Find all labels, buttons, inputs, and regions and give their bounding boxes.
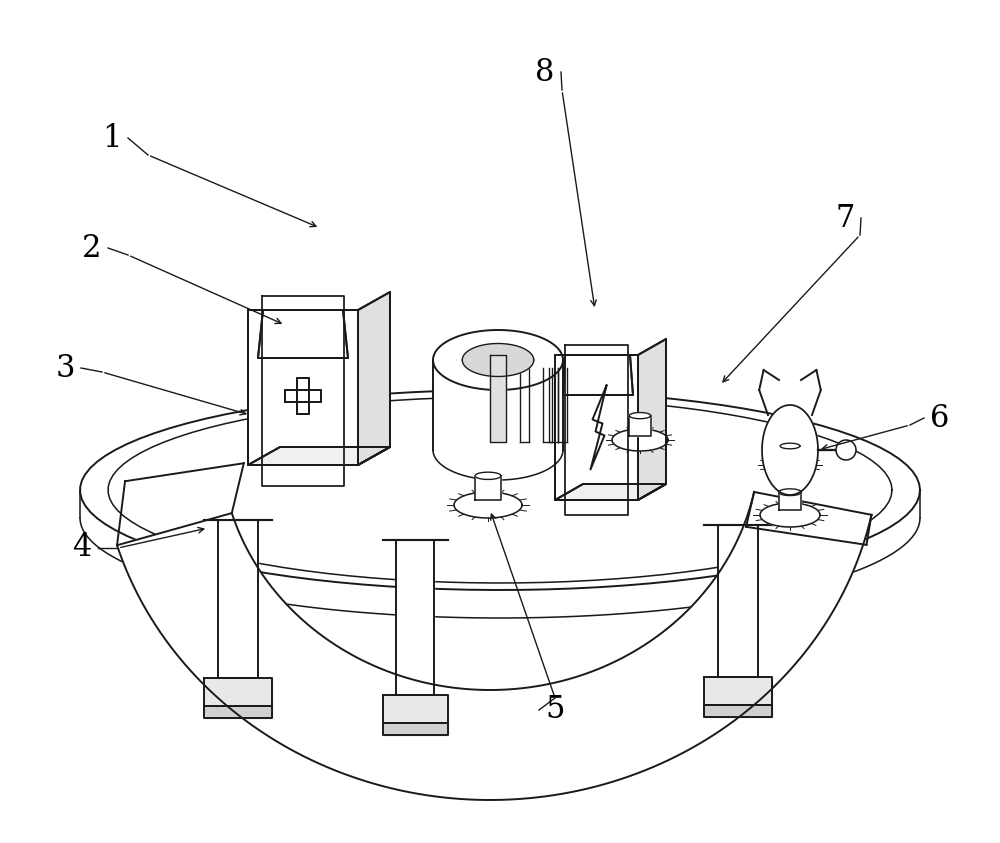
Polygon shape	[704, 705, 772, 717]
Polygon shape	[248, 447, 390, 465]
Polygon shape	[248, 310, 358, 465]
Polygon shape	[490, 355, 506, 442]
Polygon shape	[612, 429, 668, 451]
Polygon shape	[204, 706, 272, 718]
Circle shape	[836, 440, 856, 460]
Polygon shape	[358, 292, 390, 465]
Polygon shape	[764, 455, 816, 475]
Text: 5: 5	[545, 695, 565, 726]
Polygon shape	[718, 525, 758, 677]
Text: 4: 4	[72, 533, 92, 563]
Polygon shape	[779, 492, 801, 510]
Polygon shape	[383, 723, 448, 735]
Polygon shape	[563, 355, 633, 395]
Polygon shape	[258, 310, 348, 358]
Polygon shape	[779, 489, 801, 496]
Polygon shape	[80, 390, 920, 590]
Polygon shape	[780, 443, 800, 448]
Polygon shape	[704, 677, 772, 705]
Polygon shape	[433, 360, 563, 450]
Polygon shape	[475, 475, 501, 500]
Polygon shape	[454, 492, 522, 518]
Polygon shape	[383, 695, 448, 723]
Polygon shape	[297, 378, 309, 414]
Polygon shape	[117, 492, 871, 800]
Polygon shape	[433, 330, 563, 390]
Text: 6: 6	[930, 402, 950, 433]
Polygon shape	[218, 520, 258, 678]
Polygon shape	[590, 385, 606, 470]
Polygon shape	[555, 484, 666, 500]
Text: 8: 8	[535, 56, 555, 88]
Text: 3: 3	[55, 352, 75, 384]
Polygon shape	[204, 678, 272, 706]
Polygon shape	[555, 355, 638, 500]
Polygon shape	[760, 503, 820, 527]
Polygon shape	[638, 339, 666, 500]
Polygon shape	[780, 446, 800, 461]
Polygon shape	[762, 405, 818, 495]
Text: 1: 1	[102, 122, 122, 153]
Polygon shape	[285, 389, 321, 401]
Text: 2: 2	[82, 233, 102, 264]
Polygon shape	[462, 343, 534, 377]
Polygon shape	[629, 416, 651, 436]
Polygon shape	[629, 412, 651, 419]
Polygon shape	[396, 540, 434, 695]
Text: 7: 7	[835, 202, 855, 234]
Polygon shape	[475, 472, 501, 480]
